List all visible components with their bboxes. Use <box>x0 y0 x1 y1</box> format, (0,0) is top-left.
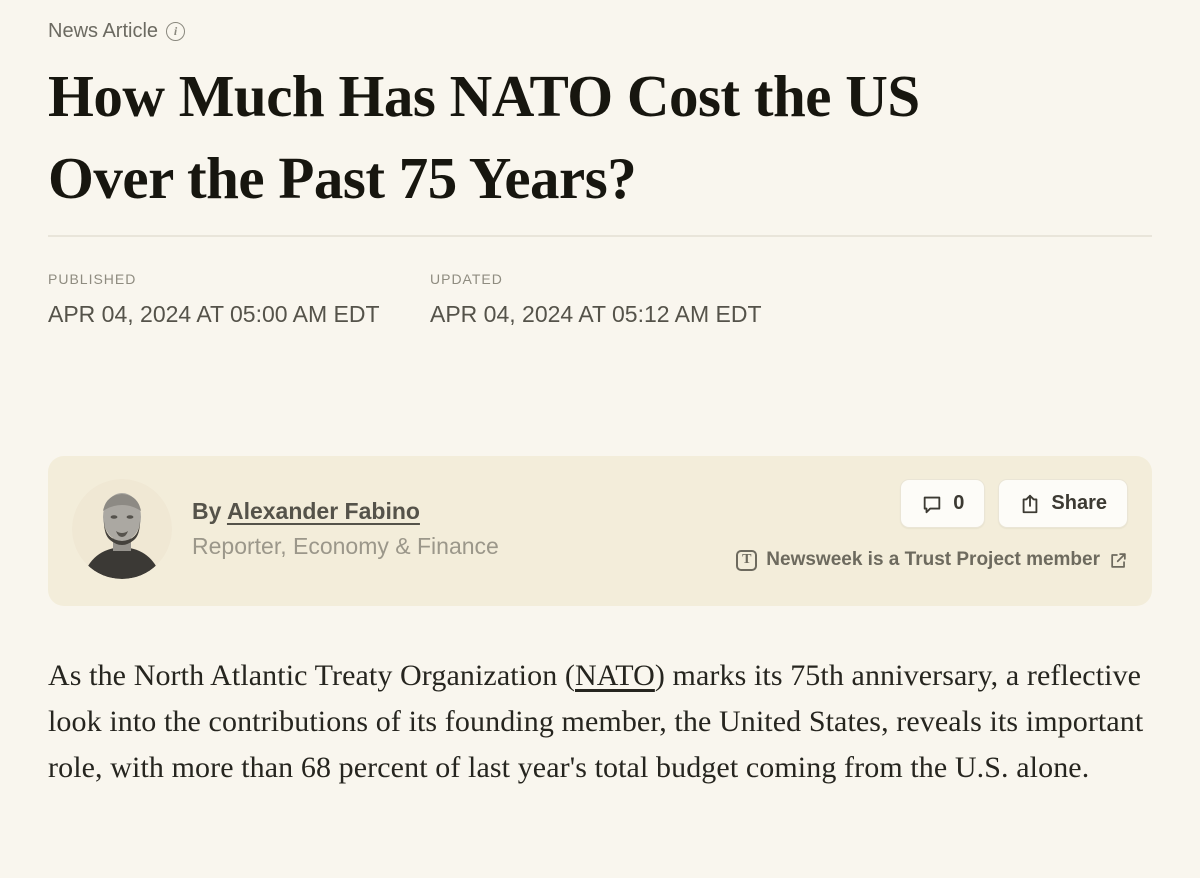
headline-divider <box>48 235 1152 237</box>
share-label: Share <box>1051 492 1107 514</box>
trust-project-icon: T <box>736 549 758 571</box>
info-icon[interactable]: i <box>166 22 186 41</box>
nato-link[interactable]: NATO <box>575 659 655 692</box>
external-link-icon <box>1111 552 1126 568</box>
trust-project-text: Newsweek is a Trust Project member <box>766 549 1100 570</box>
updated-block: UPDATED APR 04, 2024 AT 05:12 AM EDT <box>430 271 812 328</box>
kicker-label: News Article <box>48 20 159 42</box>
card-actions: 0 Share T Newsweek is a Trust Project me… <box>736 479 1128 571</box>
author-card: By Alexander Fabino Reporter, Economy & … <box>48 456 1152 606</box>
comment-count: 0 <box>953 492 965 514</box>
article-paragraph: As the North Atlantic Treaty Organizatio… <box>48 653 1152 791</box>
trust-project-link[interactable]: T Newsweek is a Trust Project member <box>736 549 1128 571</box>
headline-line-1: How Much Has NATO Cost the US <box>48 63 920 129</box>
published-label: PUBLISHED <box>48 271 137 287</box>
page-title: How Much Has NATO Cost the US Over the P… <box>48 55 1152 219</box>
headline-line-2: Over the Past 75 Years? <box>48 145 637 211</box>
share-icon <box>1023 494 1038 513</box>
author-name-link[interactable]: Alexander Fabino <box>226 498 420 524</box>
published-block: PUBLISHED APR 04, 2024 AT 05:00 AM EDT <box>48 271 430 328</box>
author-info: By Alexander Fabino Reporter, Economy & … <box>72 479 499 579</box>
byline-prefix: By <box>192 498 227 524</box>
author-text-block: By Alexander Fabino Reporter, Economy & … <box>192 498 499 560</box>
kicker-row: News Article i <box>48 20 1152 43</box>
paragraph-text-after: ) marks its 75th anniversary, a reflecti… <box>48 659 1144 784</box>
action-buttons: 0 Share <box>900 479 1128 528</box>
comments-button[interactable]: 0 <box>900 479 986 528</box>
updated-label: UPDATED <box>430 271 503 287</box>
date-meta: PUBLISHED APR 04, 2024 AT 05:00 AM EDT U… <box>48 271 1152 328</box>
comment-icon <box>924 496 941 513</box>
byline: By Alexander Fabino <box>192 498 499 525</box>
author-role: Reporter, Economy & Finance <box>192 533 499 559</box>
paragraph-text-before: As the North Atlantic Treaty Organizatio… <box>48 659 575 692</box>
published-date: APR 04, 2024 AT 05:00 AM EDT <box>48 301 380 327</box>
avatar[interactable] <box>72 479 172 579</box>
article-page: News Article i How Much Has NATO Cost th… <box>48 20 1152 791</box>
updated-date: APR 04, 2024 AT 05:12 AM EDT <box>430 301 762 327</box>
share-button[interactable]: Share <box>998 479 1128 528</box>
